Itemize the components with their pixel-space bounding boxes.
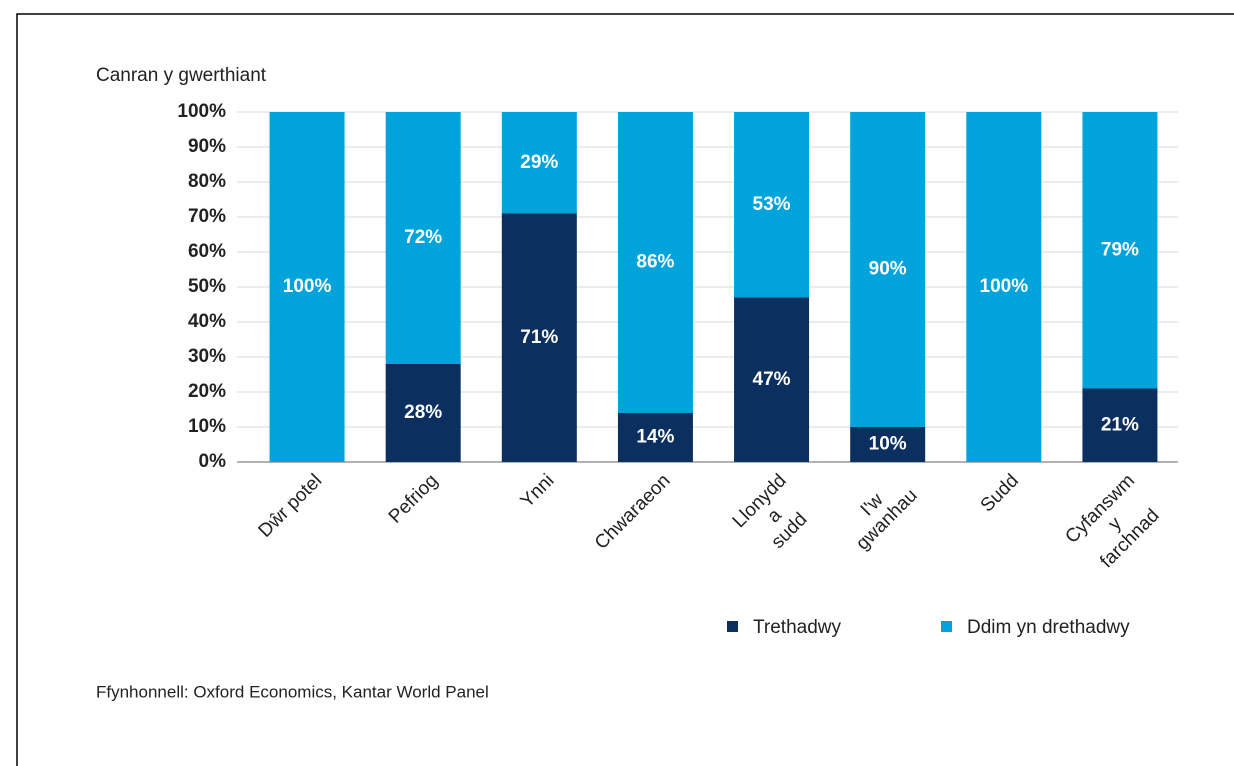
data-label: 72% xyxy=(404,227,442,248)
y-tick-label: 0% xyxy=(199,451,227,472)
data-label: 100% xyxy=(283,276,332,297)
bar-segment xyxy=(966,112,1042,462)
y-tick-label: 90% xyxy=(188,136,226,157)
data-label: 21% xyxy=(1101,414,1139,435)
legend-label: Ddim yn drethadwy xyxy=(967,617,1130,638)
data-label: 90% xyxy=(869,259,907,280)
bar-segment xyxy=(1082,112,1158,389)
y-tick-label: 70% xyxy=(188,206,226,227)
y-tick-label: 40% xyxy=(188,311,226,332)
bar-segment xyxy=(385,364,461,462)
data-label: 47% xyxy=(753,369,791,390)
data-label: 10% xyxy=(869,434,907,455)
source-note: Ffynhonnell: Oxford Economics, Kantar Wo… xyxy=(96,682,489,701)
legend-label: Trethadwy xyxy=(753,617,841,638)
bar-segment xyxy=(1082,388,1158,462)
y-tick-label: 100% xyxy=(177,101,226,122)
bar-segment xyxy=(617,112,693,413)
y-tick-label: 50% xyxy=(188,276,226,297)
data-label: 86% xyxy=(636,252,674,273)
bar-segment xyxy=(501,112,577,214)
data-label: 53% xyxy=(753,194,791,215)
y-tick-label: 80% xyxy=(188,171,226,192)
bar-segment xyxy=(850,427,926,462)
y-axis-label: Canran y gwerthiant xyxy=(96,65,267,86)
bar-segment xyxy=(269,112,345,462)
bar-segment xyxy=(734,112,810,298)
y-tick-label: 30% xyxy=(188,346,226,367)
legend-swatch xyxy=(941,621,952,632)
bar-segment xyxy=(385,112,461,364)
y-tick-label: 20% xyxy=(188,381,226,402)
bar-segment xyxy=(850,112,926,427)
data-label: 29% xyxy=(520,152,558,173)
data-label: 79% xyxy=(1101,239,1139,260)
data-label: 71% xyxy=(520,327,558,348)
legend-swatch xyxy=(727,621,738,632)
bar-segment xyxy=(617,413,693,462)
data-label: 100% xyxy=(980,276,1029,297)
bar-segment xyxy=(501,213,577,462)
data-label: 14% xyxy=(636,427,674,448)
bar-segment xyxy=(734,297,810,462)
y-tick-label: 10% xyxy=(188,416,226,437)
data-label: 28% xyxy=(404,402,442,423)
y-tick-label: 60% xyxy=(188,241,226,262)
